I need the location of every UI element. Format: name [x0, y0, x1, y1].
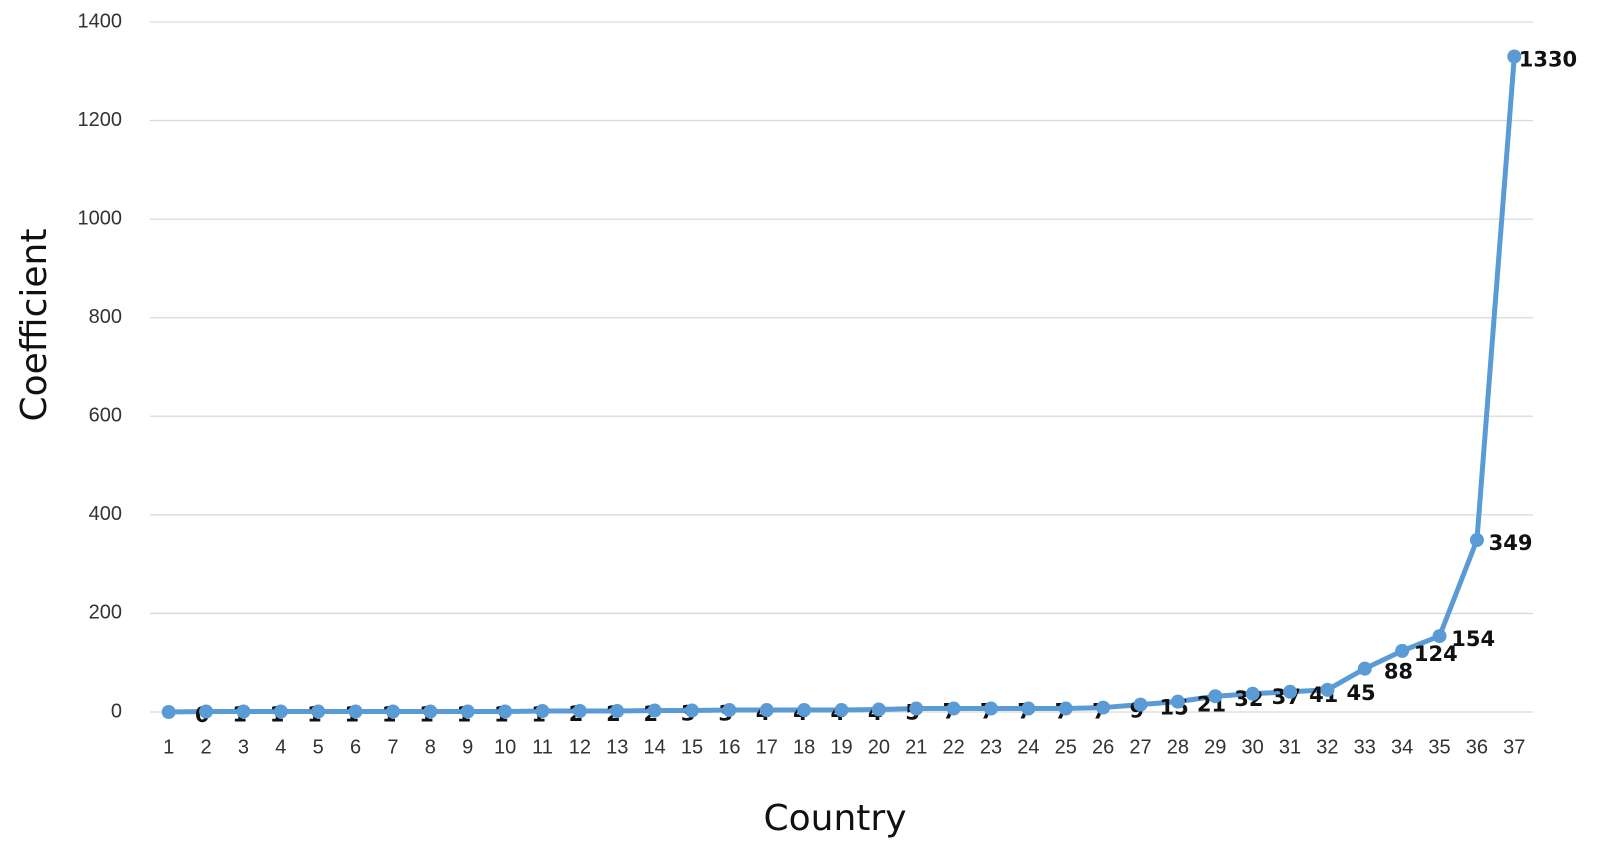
x-tick-label: 9: [462, 736, 473, 758]
x-tick-label: 1: [163, 736, 174, 758]
marker: [946, 701, 961, 716]
marker: [535, 704, 550, 719]
marker: [797, 703, 812, 718]
x-tick-label: 2: [201, 736, 212, 758]
marker: [834, 703, 849, 718]
data-label: 124: [1414, 642, 1458, 666]
x-tick-label: 16: [718, 736, 740, 758]
x-tick-label: 11: [532, 736, 553, 758]
x-tick-label: 31: [1279, 736, 1301, 758]
y-axis-title: Coefficient: [14, 229, 55, 422]
marker: [460, 704, 475, 719]
x-tick-label: 10: [494, 736, 516, 758]
marker: [385, 704, 400, 719]
x-tick-label: 21: [905, 736, 927, 758]
marker: [1469, 532, 1484, 547]
x-tick-label: 33: [1354, 736, 1376, 758]
x-tick-label: 23: [980, 736, 1002, 758]
marker: [1021, 701, 1036, 716]
marker: [423, 704, 438, 719]
y-tick-label: 0: [111, 700, 122, 722]
y-tick-label: 200: [89, 602, 122, 624]
x-tick-label: 3: [238, 736, 249, 758]
x-tick-label: 4: [275, 736, 286, 758]
marker: [871, 702, 886, 717]
x-tick-label: 32: [1316, 736, 1338, 758]
marker: [1058, 701, 1073, 716]
y-tick-label: 1400: [78, 10, 123, 32]
marker: [311, 704, 326, 719]
marker: [348, 704, 363, 719]
data-label: 45: [1346, 681, 1375, 705]
x-tick-label: 15: [681, 736, 703, 758]
x-tick-label: 6: [350, 736, 361, 758]
x-axis-title: Country: [763, 798, 906, 839]
marker: [984, 701, 999, 716]
x-tick-label: 27: [1129, 736, 1151, 758]
marker: [647, 703, 662, 718]
x-tick-label: 28: [1167, 736, 1189, 758]
x-tick-label: 29: [1204, 736, 1226, 758]
marker: [1507, 49, 1522, 64]
x-tick-label: 5: [313, 736, 324, 758]
marker: [1170, 694, 1185, 709]
marker: [199, 704, 214, 719]
marker: [273, 704, 288, 719]
data-label: 154: [1451, 627, 1495, 651]
x-tick-label: 26: [1092, 736, 1114, 758]
x-tick-label: 19: [830, 736, 852, 758]
x-tick-label: 8: [425, 736, 436, 758]
marker: [610, 704, 625, 719]
marker: [759, 703, 774, 718]
marker: [1432, 629, 1447, 644]
x-tick-label: 37: [1503, 736, 1525, 758]
x-tick-label: 14: [643, 736, 665, 758]
x-tick-label: 30: [1242, 736, 1264, 758]
x-tick-label: 22: [943, 736, 965, 758]
marker: [1133, 697, 1148, 712]
marker: [1395, 643, 1410, 658]
x-tick-label: 13: [606, 736, 628, 758]
marker: [1096, 700, 1111, 715]
x-tick-label: 25: [1055, 736, 1077, 758]
x-tick-label: 20: [868, 736, 890, 758]
data-label: 88: [1384, 660, 1413, 684]
marker: [498, 704, 513, 719]
data-label: 349: [1489, 531, 1533, 555]
y-tick-label: 600: [89, 405, 122, 427]
marker: [1357, 661, 1372, 676]
marker: [909, 701, 924, 716]
x-tick-label: 34: [1391, 736, 1413, 758]
marker: [161, 705, 176, 719]
y-tick-label: 1000: [78, 207, 123, 229]
x-tick-label: 7: [387, 736, 398, 758]
x-tick-label: 12: [569, 736, 591, 758]
marker: [236, 704, 251, 719]
x-tick-label: 35: [1428, 736, 1450, 758]
marker: [1245, 686, 1260, 701]
marker: [684, 703, 699, 718]
x-tick-label: 17: [756, 736, 778, 758]
x-tick-label: 24: [1017, 736, 1039, 758]
x-tick-label: 36: [1466, 736, 1488, 758]
x-tick-label: 18: [793, 736, 815, 758]
marker: [1208, 689, 1223, 704]
y-tick-label: 800: [89, 306, 122, 328]
marker: [1320, 682, 1335, 697]
marker: [572, 704, 587, 719]
y-tick-label: 1200: [78, 109, 123, 131]
marker: [1283, 684, 1298, 699]
marker: [722, 703, 737, 718]
y-tick-label: 400: [89, 503, 122, 525]
data-label: 1330: [1519, 48, 1577, 72]
